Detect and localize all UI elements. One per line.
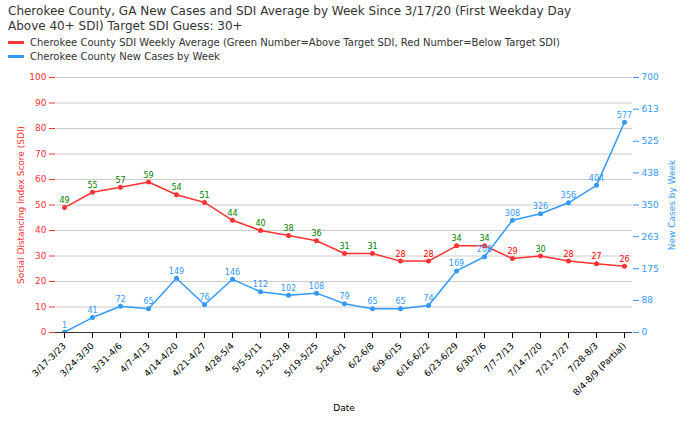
svg-text:438: 438 bbox=[642, 168, 659, 178]
svg-text:8/4-8/9 (Partial): 8/4-8/9 (Partial) bbox=[571, 341, 628, 398]
svg-text:525: 525 bbox=[642, 136, 659, 146]
svg-text:3/17-3/23: 3/17-3/23 bbox=[30, 340, 68, 379]
svg-text:6/30-7/6: 6/30-7/6 bbox=[454, 340, 488, 375]
svg-text:74: 74 bbox=[423, 294, 433, 303]
svg-text:29: 29 bbox=[507, 247, 517, 256]
svg-text:326: 326 bbox=[533, 202, 548, 211]
svg-text:40: 40 bbox=[255, 219, 265, 228]
svg-text:5/19-5/25: 5/19-5/25 bbox=[282, 341, 320, 379]
svg-text:3/24-3/30: 3/24-3/30 bbox=[58, 341, 96, 379]
svg-text:577: 577 bbox=[617, 111, 632, 120]
svg-text:65: 65 bbox=[143, 297, 153, 306]
svg-text:175: 175 bbox=[642, 264, 659, 274]
svg-text:613: 613 bbox=[642, 104, 659, 114]
svg-text:6/9-6/15: 6/9-6/15 bbox=[370, 340, 404, 375]
svg-text:169: 169 bbox=[449, 259, 464, 268]
svg-text:34: 34 bbox=[451, 234, 461, 243]
svg-text:4/14-4/20: 4/14-4/20 bbox=[142, 340, 180, 379]
svg-text:88: 88 bbox=[642, 295, 654, 305]
html-text:Cherokee County SDI Weekly Ave: Cherokee County SDI Weekly Average (Gree… bbox=[30, 37, 560, 48]
svg-text:20: 20 bbox=[35, 276, 47, 286]
svg-text:7/21-7/27: 7/21-7/27 bbox=[534, 341, 572, 379]
svg-text:57: 57 bbox=[115, 176, 125, 185]
svg-text:356: 356 bbox=[561, 191, 576, 200]
svg-text:146: 146 bbox=[225, 268, 240, 277]
svg-text:Date: Date bbox=[333, 403, 355, 413]
svg-text:4/28-5/4: 4/28-5/4 bbox=[202, 340, 236, 375]
svg-text:30: 30 bbox=[535, 245, 545, 254]
svg-text:54: 54 bbox=[171, 183, 181, 192]
svg-text:6/16-6/22: 6/16-6/22 bbox=[394, 340, 432, 379]
svg-text:36: 36 bbox=[311, 229, 321, 238]
svg-text:4/21-4/27: 4/21-4/27 bbox=[170, 341, 208, 379]
svg-text:4/7-4/13: 4/7-4/13 bbox=[118, 340, 152, 375]
svg-text:27: 27 bbox=[591, 252, 601, 261]
svg-text:263: 263 bbox=[642, 232, 659, 242]
svg-text:51: 51 bbox=[199, 191, 209, 200]
svg-text:38: 38 bbox=[283, 224, 293, 233]
svg-text:60: 60 bbox=[35, 174, 47, 184]
svg-text:112: 112 bbox=[253, 280, 268, 289]
svg-text:102: 102 bbox=[281, 284, 296, 293]
svg-text:7/28-8/3: 7/28-8/3 bbox=[566, 340, 600, 375]
svg-text:Social Distancing Index Score: Social Distancing Index Score (SDI) bbox=[16, 126, 26, 284]
svg-text:New Cases by Week: New Cases by Week bbox=[667, 159, 677, 250]
html-text:Cherokee County New Cases by W: Cherokee County New Cases by Week bbox=[30, 50, 220, 62]
svg-text:7/14-7/20: 7/14-7/20 bbox=[506, 340, 544, 379]
svg-text:10: 10 bbox=[35, 302, 47, 312]
svg-text:44: 44 bbox=[227, 209, 237, 218]
svg-text:1: 1 bbox=[62, 321, 67, 330]
svg-text:72: 72 bbox=[115, 295, 125, 304]
svg-text:26: 26 bbox=[619, 255, 629, 264]
svg-text:80: 80 bbox=[35, 123, 47, 133]
svg-text:28: 28 bbox=[423, 250, 433, 259]
svg-text:55: 55 bbox=[87, 181, 97, 190]
svg-text:28: 28 bbox=[563, 250, 573, 259]
svg-text:7/7-7/13: 7/7-7/13 bbox=[482, 340, 516, 375]
svg-text:208: 208 bbox=[477, 245, 492, 254]
svg-text:90: 90 bbox=[35, 98, 47, 108]
svg-text:6/2-6/8: 6/2-6/8 bbox=[346, 340, 376, 371]
svg-text:700: 700 bbox=[642, 72, 659, 82]
svg-text:308: 308 bbox=[505, 209, 520, 218]
svg-text:49: 49 bbox=[59, 196, 69, 205]
svg-text:70: 70 bbox=[35, 149, 47, 159]
svg-text:28: 28 bbox=[395, 250, 405, 259]
svg-text:30: 30 bbox=[35, 251, 47, 261]
svg-text:65: 65 bbox=[395, 297, 405, 306]
svg-text:5/5-5/11: 5/5-5/11 bbox=[230, 340, 264, 375]
svg-text:6/23-6/29: 6/23-6/29 bbox=[422, 341, 460, 379]
svg-text:34: 34 bbox=[479, 234, 489, 243]
svg-text:0: 0 bbox=[41, 327, 47, 337]
svg-text:50: 50 bbox=[35, 200, 47, 210]
svg-text:31: 31 bbox=[367, 242, 377, 251]
svg-text:404: 404 bbox=[589, 174, 604, 183]
svg-text:5/26-6/1: 5/26-6/1 bbox=[314, 341, 348, 375]
svg-text:41: 41 bbox=[87, 306, 97, 315]
svg-text:149: 149 bbox=[169, 267, 184, 276]
svg-text:59: 59 bbox=[143, 171, 153, 180]
svg-text:0: 0 bbox=[642, 327, 648, 337]
svg-text:40: 40 bbox=[35, 225, 47, 235]
svg-text:3/31-4/6: 3/31-4/6 bbox=[90, 340, 124, 375]
svg-text:65: 65 bbox=[367, 297, 377, 306]
svg-text:31: 31 bbox=[339, 242, 349, 251]
svg-text:76: 76 bbox=[199, 293, 209, 302]
html-text:Cherokee County, GA New Cases: Cherokee County, GA New Cases and SDI Av… bbox=[8, 4, 572, 33]
svg-text:108: 108 bbox=[309, 282, 324, 291]
svg-text:5/12-5/18: 5/12-5/18 bbox=[254, 340, 292, 379]
svg-text:100: 100 bbox=[29, 72, 46, 82]
svg-text:79: 79 bbox=[339, 292, 349, 301]
svg-text:350: 350 bbox=[642, 200, 659, 210]
